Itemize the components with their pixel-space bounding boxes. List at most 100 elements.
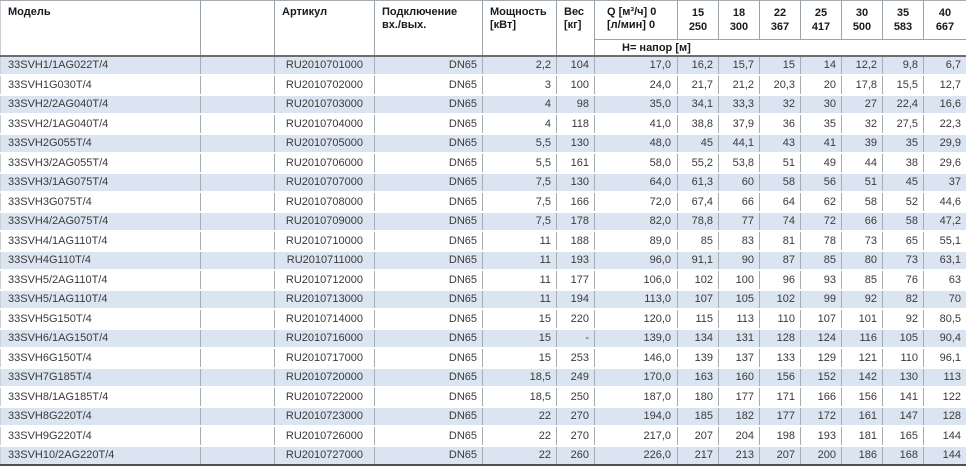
cell-head-q4: 152 xyxy=(800,367,842,388)
cell-empty xyxy=(200,192,275,213)
cell-empty xyxy=(200,387,275,408)
table-body: 33SVH1/1AG022T/4 RU2010701000 DN65 2,2 104 17… xyxy=(0,55,966,465)
cell-head-q4: 41 xyxy=(800,133,842,154)
cell-head-q3: 171 xyxy=(759,387,801,408)
cell-connection: DN65 xyxy=(374,75,483,96)
cell-head-q1: 38,8 xyxy=(677,114,719,135)
cell-head-q0: 120,0 xyxy=(594,309,678,330)
col-header-connection-line1: Подключение xyxy=(382,6,458,18)
cell-head-q1: 34,1 xyxy=(677,94,719,115)
cell-head-q3: 87 xyxy=(759,250,801,271)
cell-article: RU2010711000 xyxy=(274,250,375,271)
cell-empty xyxy=(200,328,275,349)
cell-empty xyxy=(200,231,275,252)
col-header-connection: Подключение вх./вых. xyxy=(374,0,483,57)
cell-empty xyxy=(200,211,275,232)
cell-head-q6: 38 xyxy=(882,153,924,174)
cell-head-q3: 102 xyxy=(759,289,801,310)
cell-head-q2: 113 xyxy=(718,309,760,330)
cell-head-q4: 62 xyxy=(800,192,842,213)
cell-connection: DN65 xyxy=(374,426,483,447)
cell-head-q2: 204 xyxy=(718,426,760,447)
cell-head-q2: 33,3 xyxy=(718,94,760,115)
col-header-flow-22: 22 367 xyxy=(759,0,801,40)
cell-power: 7,5 xyxy=(482,172,557,193)
cell-head-q1: 107 xyxy=(677,289,719,310)
col-header-connection-line2: вх./вых. xyxy=(382,19,427,31)
cell-power: 11 xyxy=(482,231,557,252)
cell-head-q4: 172 xyxy=(800,406,842,427)
cell-connection: DN65 xyxy=(374,55,483,76)
cell-power: 18,5 xyxy=(482,387,557,408)
cell-head-q3: 36 xyxy=(759,114,801,135)
table-row: 33SVH2/1AG040T/4 RU2010704000 DN65 4 118 41,0… xyxy=(0,114,966,135)
cell-head-q6: 82 xyxy=(882,289,924,310)
flow-m3h: 40 xyxy=(938,7,952,19)
cell-head-q2: 213 xyxy=(718,445,760,465)
cell-head-q6: 141 xyxy=(882,387,924,408)
cell-head-q5: 39 xyxy=(841,133,883,154)
cell-model: 33SVH5G150T/4 xyxy=(0,309,201,330)
cell-head-q3: 133 xyxy=(759,348,801,369)
cell-head-q3: 74 xyxy=(759,211,801,232)
cell-model: 33SVH10/2AG220T/4 xyxy=(0,445,201,465)
cell-head-q7: 70 xyxy=(923,289,966,310)
cell-weight: 250 xyxy=(556,387,595,408)
col-header-q-line1: Q [м³/ч] 0 xyxy=(607,6,657,18)
cell-head-q4: 35 xyxy=(800,114,842,135)
cell-head-q7: 80,5 xyxy=(923,309,966,330)
col-header-weight-line1: Вес xyxy=(564,6,585,18)
flow-m3h: 25 xyxy=(814,7,828,19)
cell-head-q5: 80 xyxy=(841,250,883,271)
cell-head-q5: 121 xyxy=(841,348,883,369)
cell-model: 33SVH4/1AG110T/4 xyxy=(0,231,201,252)
cell-empty xyxy=(200,348,275,369)
cell-weight: 166 xyxy=(556,192,595,213)
cell-head-q2: 60 xyxy=(718,172,760,193)
cell-connection: DN65 xyxy=(374,114,483,135)
cell-connection: DN65 xyxy=(374,250,483,271)
cell-head-q1: 85 xyxy=(677,231,719,252)
cell-empty xyxy=(200,114,275,135)
header-row-head-label: Н= напор [м] xyxy=(1,39,966,57)
cell-head-q5: 92 xyxy=(841,289,883,310)
cell-weight: 260 xyxy=(556,445,595,465)
cell-head-q2: 15,7 xyxy=(718,55,760,76)
cell-head-q5: 186 xyxy=(841,445,883,465)
cell-head-q7: 37 xyxy=(923,172,966,193)
cell-article: RU2010720000 xyxy=(274,367,375,388)
cell-power: 5,5 xyxy=(482,153,557,174)
cell-head-q0: 217,0 xyxy=(594,426,678,447)
cell-head-q6: 45 xyxy=(882,172,924,193)
cell-connection: DN65 xyxy=(374,387,483,408)
cell-head-q5: 27 xyxy=(841,94,883,115)
cell-power: 15 xyxy=(482,309,557,330)
flow-m3h: 35 xyxy=(896,7,910,19)
cell-weight: 178 xyxy=(556,211,595,232)
table-row: 33SVH1/1AG022T/4 RU2010701000 DN65 2,2 104 17… xyxy=(0,55,966,76)
cell-head-q3: 51 xyxy=(759,153,801,174)
cell-article: RU2010709000 xyxy=(274,211,375,232)
cell-article: RU2010701000 xyxy=(274,55,375,76)
cell-head-q0: 17,0 xyxy=(594,55,678,76)
cell-head-q1: 139 xyxy=(677,348,719,369)
cell-head-q3: 20,3 xyxy=(759,75,801,96)
cell-head-q3: 43 xyxy=(759,133,801,154)
cell-article: RU2010713000 xyxy=(274,289,375,310)
cell-head-q0: 89,0 xyxy=(594,231,678,252)
table-row: 33SVH10/2AG220T/4 RU2010727000 DN65 22 260 22… xyxy=(0,445,966,465)
cell-empty xyxy=(200,133,275,154)
cell-head-q4: 124 xyxy=(800,328,842,349)
cell-article: RU2010703000 xyxy=(274,94,375,115)
cell-head-q4: 56 xyxy=(800,172,842,193)
cell-head-q7: 144 xyxy=(923,426,966,447)
cell-head-q2: 37,9 xyxy=(718,114,760,135)
cell-head-q6: 65 xyxy=(882,231,924,252)
cell-head-q4: 30 xyxy=(800,94,842,115)
table-row: 33SVH4/2AG075T/4 RU2010709000 DN65 7,5 178 82… xyxy=(0,211,966,232)
cell-head-q0: 226,0 xyxy=(594,445,678,465)
cell-head-q3: 96 xyxy=(759,270,801,291)
cell-head-q4: 193 xyxy=(800,426,842,447)
cell-power: 3 xyxy=(482,75,557,96)
table-row: 33SVH8/1AG185T/4 RU2010722000 DN65 18,5 250 1… xyxy=(0,387,966,408)
